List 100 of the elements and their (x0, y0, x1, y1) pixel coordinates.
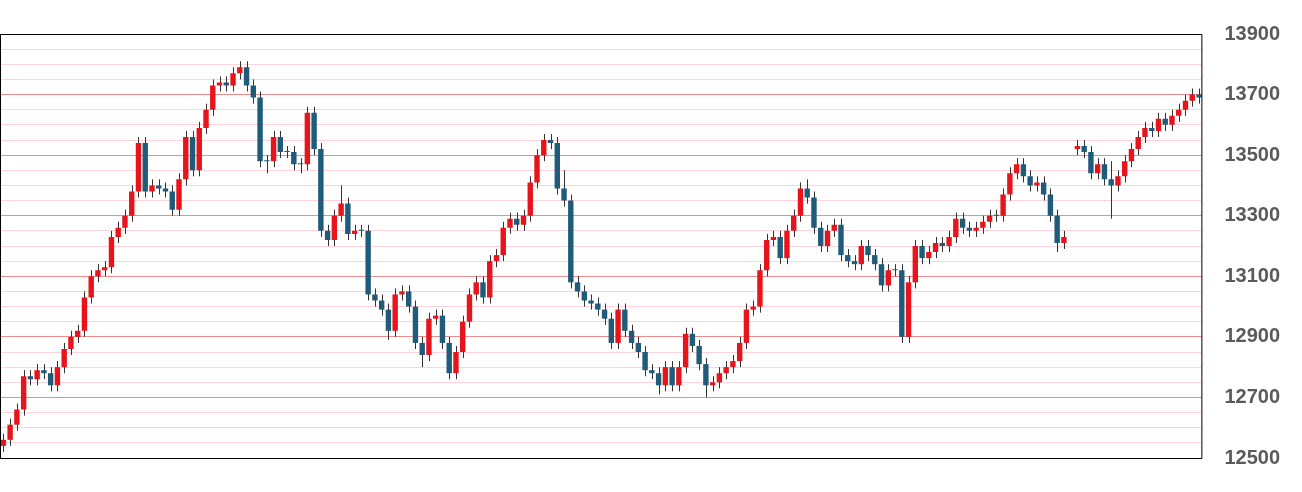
candlestick (1013, 157, 1020, 180)
candlestick (669, 360, 675, 392)
candlestick (1182, 94, 1189, 117)
candlestick (689, 327, 696, 353)
candlestick (791, 209, 797, 238)
candlestick (642, 345, 648, 377)
candlestick (1135, 130, 1141, 156)
candlestick (1108, 160, 1114, 220)
candlestick (1128, 142, 1135, 168)
candlestick (149, 178, 155, 199)
candlestick (1020, 157, 1027, 183)
candlestick (959, 212, 966, 235)
candlestick (1000, 187, 1006, 223)
candlestick (628, 324, 635, 350)
candlestick (14, 402, 20, 432)
candlestick (1115, 169, 1121, 192)
candlestick (601, 303, 608, 326)
candlestick (115, 221, 121, 244)
candlestick (88, 269, 94, 305)
y-tick-label: 13700 (1224, 82, 1281, 105)
candlestick (845, 248, 851, 268)
candlestick (574, 275, 581, 298)
y-tick-label: 12700 (1224, 384, 1281, 407)
candlestick (1122, 154, 1128, 183)
candlestick (561, 169, 567, 208)
candlestick (358, 224, 365, 238)
candlestick (622, 303, 628, 338)
candlestick (237, 60, 243, 80)
candlestick (473, 275, 479, 302)
candlestick (824, 224, 831, 253)
candlestick (892, 263, 898, 277)
candlestick (385, 303, 392, 341)
candlestick (777, 230, 783, 265)
candlestick (324, 224, 331, 247)
candlestick (1142, 121, 1148, 144)
candlestick (655, 366, 662, 395)
candlestick (419, 336, 425, 368)
candlestick (480, 275, 486, 305)
candlestick (723, 360, 729, 380)
candlestick (1155, 112, 1162, 138)
candlestick (1061, 230, 1067, 250)
candlestick (1040, 175, 1047, 202)
candlestick (716, 366, 723, 389)
candlestick (986, 209, 993, 229)
candlestick (736, 336, 743, 368)
candlestick (1101, 157, 1108, 186)
candlestick (980, 215, 986, 235)
candlestick (372, 287, 378, 308)
candlestick (1169, 109, 1175, 132)
candlestick (858, 239, 864, 271)
candlestick (703, 357, 709, 398)
candlestick (581, 284, 588, 308)
candlestick (1189, 88, 1195, 108)
candlestick (696, 339, 702, 371)
y-tick-label: 13300 (1224, 203, 1281, 226)
candlestick (926, 245, 932, 265)
candlestick (169, 184, 175, 217)
candlestick (1162, 112, 1168, 132)
candlestick (338, 184, 344, 223)
candlestick (493, 248, 500, 268)
candlestick (1047, 187, 1054, 223)
candlestick (0, 433, 7, 453)
candlestick (34, 363, 40, 386)
candlestick (514, 212, 520, 232)
candlestick (818, 221, 824, 253)
candlestick (507, 212, 513, 235)
y-tick-label: 13100 (1224, 263, 1281, 286)
candlestick (230, 66, 236, 93)
candlestick (595, 296, 601, 317)
candlestick (919, 239, 925, 265)
y-tick-label: 12500 (1224, 445, 1281, 468)
y-tick-label: 13900 (1224, 21, 1281, 44)
candlestick (7, 418, 13, 447)
candlestick (95, 263, 101, 283)
candlestick (1176, 103, 1182, 123)
candlestick (878, 257, 885, 292)
candlestick (378, 293, 385, 317)
candlestick (946, 230, 952, 253)
candlestick (953, 212, 959, 244)
candlestick (453, 345, 459, 380)
candlestick (122, 209, 128, 235)
candlestick (1007, 166, 1013, 202)
candlestick (1088, 145, 1094, 180)
candlestick (61, 342, 67, 374)
y-tick-label: 12900 (1224, 324, 1281, 347)
candlestick (1081, 139, 1087, 159)
candlestick (203, 103, 209, 135)
candlestick (243, 60, 250, 93)
candlestick (885, 263, 891, 292)
candlestick (804, 178, 810, 205)
y-tick-label: 13500 (1224, 142, 1281, 165)
candlestick (1027, 169, 1033, 192)
candlestick (662, 360, 669, 392)
candlestick (865, 239, 871, 262)
candlestick (74, 324, 81, 344)
candlestick (730, 354, 736, 374)
candlestick (541, 133, 547, 162)
candlestick (54, 360, 61, 392)
candlestick (932, 236, 939, 259)
candlestick (872, 248, 878, 271)
